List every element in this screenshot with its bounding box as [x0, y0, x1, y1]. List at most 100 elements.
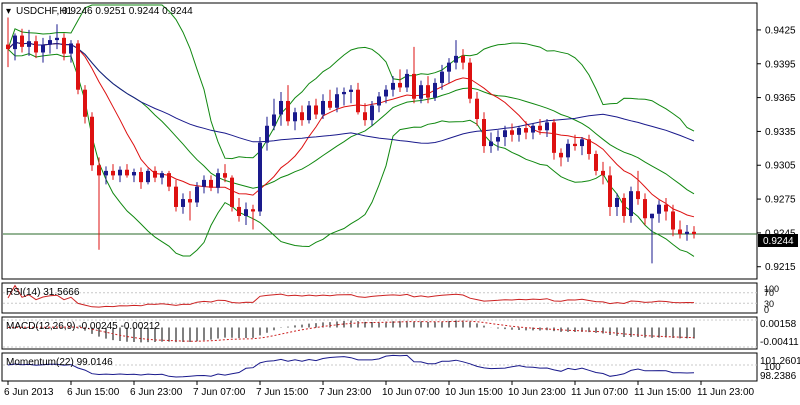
candle-body — [307, 105, 311, 121]
candle-body — [328, 100, 332, 108]
candle-body — [552, 122, 556, 153]
time-tick-label: 10 Jun 23:00 — [508, 387, 566, 398]
candle-body — [167, 173, 171, 187]
candle-body — [237, 206, 241, 216]
candle-body — [20, 35, 24, 47]
price-tick-label: 0.9425 — [765, 25, 796, 36]
candle-body — [160, 173, 164, 178]
candle-body — [230, 177, 234, 207]
time-tick-label: 11 Jun 15:00 — [634, 387, 692, 398]
main-price-panel — [1, 2, 758, 280]
candle-body — [496, 137, 500, 142]
candle-body — [356, 89, 360, 113]
candle-body — [195, 186, 199, 203]
candle-body — [475, 98, 479, 120]
price-tick-label: 0.9335 — [765, 127, 796, 138]
candle-body — [692, 231, 696, 235]
chart-title: USDCHF,H1 — [16, 6, 73, 17]
candle-body — [377, 96, 381, 106]
candle-body — [545, 122, 549, 131]
macd-tick-low: -0.00411 — [760, 337, 799, 348]
candle-body — [566, 143, 570, 158]
time-tick-label: 6 Jun 23:00 — [130, 387, 183, 398]
candle-body — [384, 89, 388, 97]
price-tick-label: 0.9215 — [765, 262, 796, 273]
candle-body — [426, 85, 430, 98]
macd-signal-line — [7, 320, 695, 342]
rsi-tick-100: 100 — [764, 284, 779, 294]
candle-body — [601, 170, 605, 176]
candle-body — [265, 125, 269, 143]
candle-body — [13, 35, 17, 50]
momentum-tick-low: 98.2386 — [760, 371, 797, 382]
candle-body — [97, 165, 101, 176]
candle-body — [510, 130, 514, 135]
candle-body — [391, 82, 395, 90]
candle-body — [146, 170, 150, 183]
candle-body — [412, 73, 416, 99]
candle-body — [6, 44, 10, 50]
candle-body — [174, 186, 178, 207]
momentum-title: Momentum(22) 99.0146 — [6, 357, 113, 368]
candle-body — [608, 175, 612, 207]
candle-body — [538, 125, 542, 131]
candle-body — [370, 105, 374, 121]
candle-body — [524, 128, 528, 133]
candle-body — [650, 213, 654, 219]
time-tick-label: 6 Jun 15:00 — [67, 387, 120, 398]
candle-body — [251, 209, 255, 212]
bollinger-upper-line — [7, 4, 695, 160]
candle-body — [48, 40, 52, 45]
candle-body — [622, 197, 626, 216]
candle-body — [139, 172, 143, 183]
candle-body — [454, 55, 458, 63]
candle-body — [132, 172, 136, 176]
candle-body — [321, 100, 325, 115]
rsi-tick-0: 0 — [764, 305, 769, 315]
candle-body — [671, 211, 675, 230]
candle-body — [90, 116, 94, 166]
time-tick-label: 11 Jun 07:00 — [571, 387, 629, 398]
candle-body — [580, 139, 584, 147]
candle-body — [335, 94, 339, 108]
candle-body — [34, 41, 38, 53]
price-tick-label: 0.9275 — [765, 195, 796, 206]
macd-tick-high: 0.00158 — [760, 319, 797, 330]
candle-body — [587, 139, 591, 154]
candle-body — [272, 114, 276, 126]
candle-body — [559, 152, 563, 158]
candle-body — [258, 142, 262, 212]
candle-body — [286, 100, 290, 122]
candle-body — [685, 231, 689, 235]
candle-body — [216, 173, 220, 188]
candle-body — [27, 41, 31, 47]
candle-body — [104, 170, 108, 176]
candle-body — [244, 209, 248, 216]
candle-body — [314, 105, 318, 115]
moving-average-navy-line — [7, 41, 695, 144]
price-tick-label: 0.9305 — [765, 161, 796, 172]
chart-title-icon: ▾ — [6, 6, 11, 17]
candle-body — [209, 179, 213, 188]
time-tick-label: 7 Jun 15:00 — [256, 387, 309, 398]
price-axis: 0.9215 0.9245 0.9275 0.9305 0.9335 0.9365 0.93… — [757, 25, 796, 273]
candle-body — [615, 197, 619, 207]
time-tick-label: 10 Jun 15:00 — [445, 387, 503, 398]
rsi-layer — [3, 284, 757, 308]
rsi-tick-30: 30 — [764, 299, 774, 309]
candle-body — [41, 44, 45, 53]
momentum-layer — [3, 354, 757, 378]
bollinger-lower-line — [7, 48, 695, 257]
candle-body — [636, 191, 640, 200]
candle-body — [300, 112, 304, 121]
candle-body — [433, 82, 437, 98]
candle-body — [657, 204, 661, 214]
current-price-label: 0.9244 — [763, 236, 794, 247]
candle-body — [447, 62, 451, 72]
candle-body — [594, 153, 598, 171]
candle-body — [440, 71, 444, 83]
momentum-tick-high: 101.2601 — [760, 356, 800, 367]
candle-body — [664, 204, 668, 212]
candle-body — [363, 112, 367, 121]
